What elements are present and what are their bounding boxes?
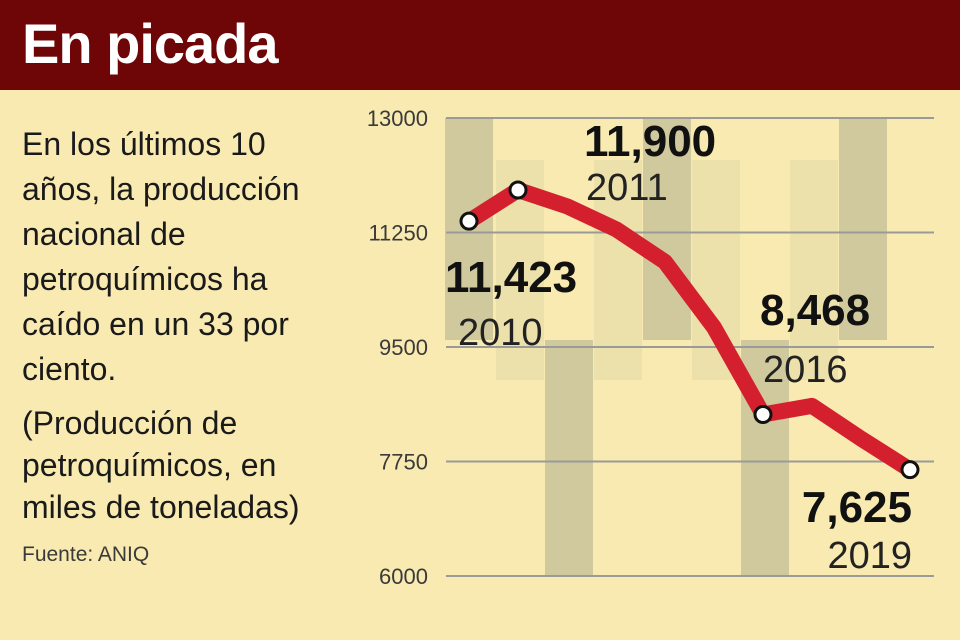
header-bar: En picada [0,0,960,90]
y-tick-label: 6000 [379,564,428,589]
source-text: Fuente: ANIQ [22,543,150,566]
chart-band [790,160,838,380]
value-label-2016: 8,468 [760,286,870,335]
chart-series [461,182,918,478]
series-line [461,182,918,478]
y-axis-ticks: 13000 11250 9500 7750 6000 [367,106,428,589]
year-label-2011: 2011 [586,167,668,209]
data-point-2019 [900,460,920,480]
year-label-2010: 2010 [458,312,543,354]
page-title: En picada [22,12,279,75]
y-tick-label: 7750 [379,450,428,475]
chart-band [545,340,593,576]
chart-gridlines [446,117,934,577]
y-tick-label: 11250 [368,221,428,246]
data-point-2011 [508,180,528,200]
chart-band [643,118,691,340]
chart-points [459,180,920,480]
data-point-2016 [753,405,773,425]
year-label-2019: 2019 [827,535,912,577]
value-label-2010: 11,423 [445,253,577,302]
units-note: (Producción de petroquímicos, en miles d… [22,405,300,525]
description-text: En los últimos 10 años, la producción na… [22,126,300,387]
value-label-2011: 11,900 [584,117,716,166]
value-label-2019: 7,625 [802,483,912,532]
y-tick-label: 9500 [379,335,428,360]
y-tick-label: 13000 [367,106,428,131]
chart-band [594,160,642,380]
data-point-2010 [459,211,479,231]
chart-bands [445,118,887,576]
chart-band [839,118,887,340]
year-label-2016: 2016 [763,349,848,391]
